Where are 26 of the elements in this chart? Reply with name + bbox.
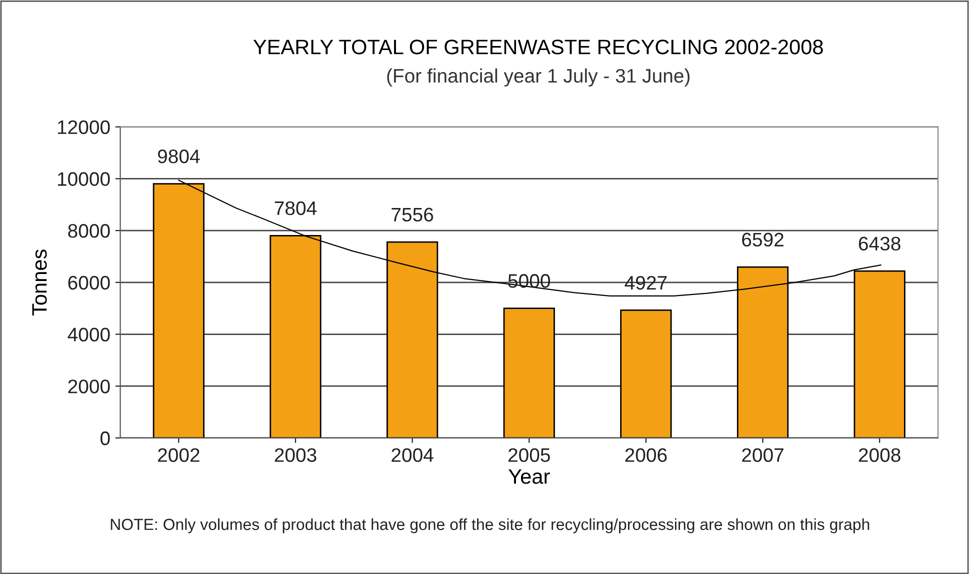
bar [620, 310, 672, 438]
x-tick-label: 2004 [392, 448, 434, 462]
data-label: 7556 [392, 208, 434, 222]
x-tick-label: 2005 [508, 448, 550, 462]
y-tick-label: 6000 [68, 276, 110, 290]
x-axis-title: Year [508, 469, 550, 484]
data-label: 9804 [158, 150, 200, 164]
data-label: 6592 [742, 232, 784, 247]
x-tick-label: 2007 [742, 448, 784, 462]
x-tick-label: 2003 [274, 448, 316, 462]
data-label: 6438 [858, 236, 900, 251]
bar [503, 308, 555, 438]
chart-title: YEARLY TOTAL OF GREENWASTE RECYCLING 2002-2008 [253, 40, 823, 54]
y-tick-label: 2000 [68, 380, 110, 394]
y-tick-label: 10000 [58, 172, 110, 186]
data-label: 7804 [274, 201, 317, 216]
y-tick-label: 12000 [58, 120, 110, 134]
x-tick-label: 2002 [158, 448, 200, 462]
y-tick-label: 8000 [68, 224, 110, 238]
x-tick-label: 2008 [858, 448, 900, 462]
y-tick-label: 4000 [68, 328, 110, 342]
x-tick-label: 2006 [625, 448, 667, 462]
y-axis-title: Tonnes [32, 250, 47, 316]
chart-subtitle: (For financial year 1 July - 31 June) [387, 68, 690, 87]
text: NOTE: Only volumes of product that have gone off the site for recycling/processing are shown on this graph [110, 518, 870, 534]
y-tick-label: 0 [100, 431, 110, 446]
